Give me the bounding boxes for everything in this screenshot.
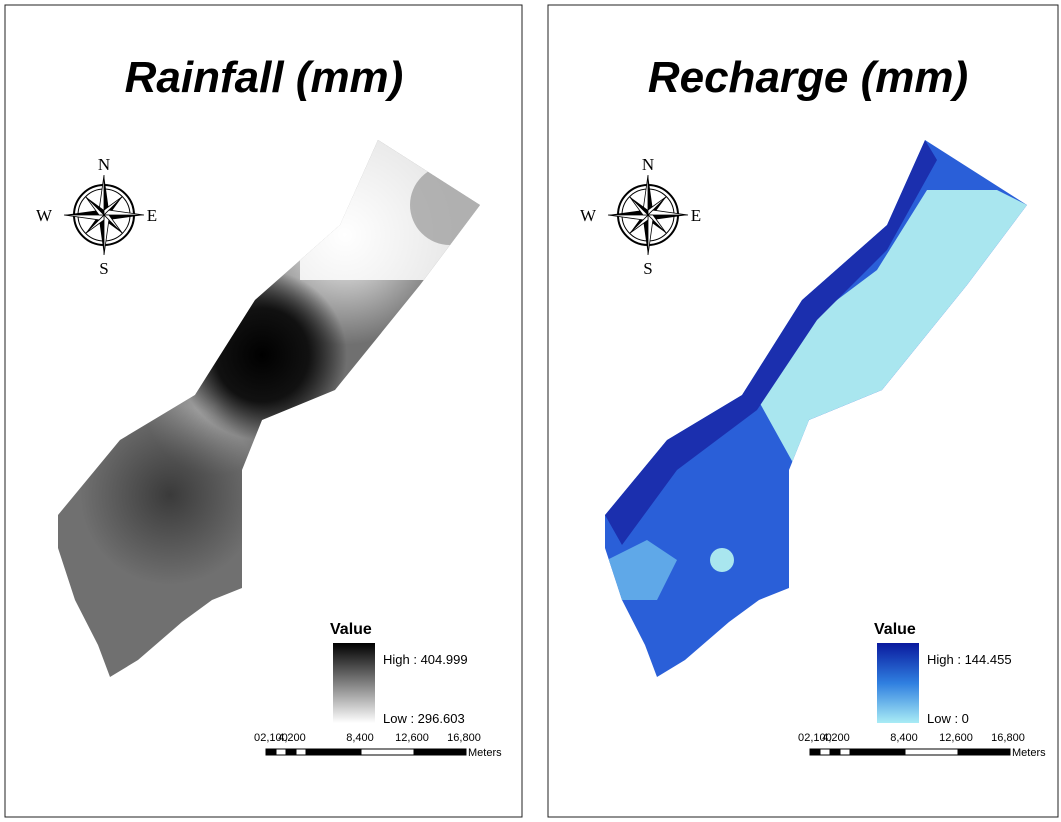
compass-point	[648, 210, 688, 215]
compass-letter: S	[99, 259, 108, 278]
legend-high: High : 144.455	[927, 652, 1012, 667]
compass-letter: E	[147, 206, 157, 225]
scale-segment	[810, 749, 820, 755]
scale-segment	[276, 749, 286, 755]
scale-segment	[286, 749, 296, 755]
compass-point	[104, 210, 144, 215]
legend-low: Low : 296.603	[383, 711, 465, 726]
scale-label: 16,800	[991, 732, 1025, 744]
scale-label: 0	[798, 732, 804, 744]
scale-label: 12,600	[395, 732, 429, 744]
scale-segment	[850, 749, 905, 755]
map-title: Recharge (mm)	[648, 53, 968, 102]
scale-segment	[266, 749, 276, 755]
scale-segment	[306, 749, 361, 755]
compass-point	[104, 215, 109, 255]
compass-point	[648, 215, 653, 255]
compass-letter: N	[642, 155, 654, 174]
legend-low: Low : 0	[927, 711, 969, 726]
compass	[608, 175, 688, 255]
scale-label: 8,400	[890, 732, 918, 744]
scale-segment	[905, 749, 958, 755]
compass-letter: W	[36, 206, 53, 225]
scale-segment	[958, 749, 1010, 755]
scale-segment	[361, 749, 414, 755]
map-title: Rainfall (mm)	[125, 53, 404, 102]
legend-title: Value	[330, 621, 372, 638]
legend-high: High : 404.999	[383, 652, 468, 667]
scale-label: 8,400	[346, 732, 374, 744]
legend-title: Value	[874, 621, 916, 638]
legend-ramp	[333, 643, 375, 723]
legend-ramp	[877, 643, 919, 723]
scale-label: 4,200	[278, 732, 306, 744]
compass	[64, 175, 144, 255]
compass-letter: N	[98, 155, 110, 174]
scale-unit: Meters	[468, 747, 502, 759]
scale-label: 12,600	[939, 732, 973, 744]
scale-segment	[296, 749, 306, 755]
compass-letter: W	[580, 206, 597, 225]
compass-point	[608, 215, 648, 220]
scale-label: 0	[254, 732, 260, 744]
scale-label: 4,200	[822, 732, 850, 744]
scale-segment	[830, 749, 840, 755]
compass-letter: E	[691, 206, 701, 225]
scale-segment	[414, 749, 466, 755]
scale-label: 16,800	[447, 732, 481, 744]
compass-letter: S	[643, 259, 652, 278]
scale-unit: Meters	[1012, 747, 1046, 759]
figure: Rainfall (mm) N S W E Value High : 404.999 Low …	[0, 0, 1061, 822]
compass-point	[64, 215, 104, 220]
scale-segment	[840, 749, 850, 755]
scale-segment	[820, 749, 830, 755]
